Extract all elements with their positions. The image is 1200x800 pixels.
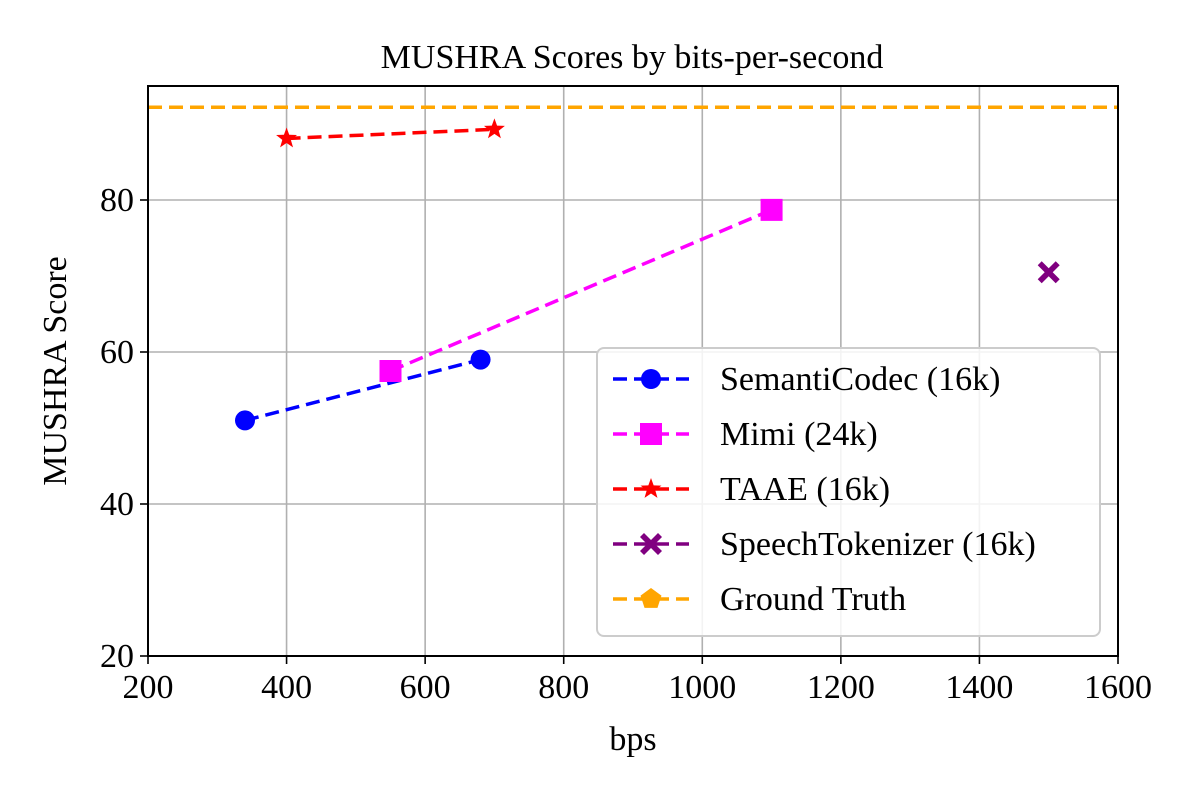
series-taae-16k xyxy=(276,118,505,148)
x-tick-label: 600 xyxy=(400,669,451,706)
y-tick-label: 40 xyxy=(100,486,134,523)
legend-marker xyxy=(640,423,662,445)
data-point xyxy=(276,127,298,148)
x-tick-label: 200 xyxy=(123,669,174,706)
legend-item: Ground Truth xyxy=(613,581,906,618)
data-point xyxy=(235,410,255,431)
data-point xyxy=(760,198,783,221)
series-mimi-24k xyxy=(379,198,783,382)
data-point xyxy=(379,360,402,382)
y-axis-title: MUSHRA Score xyxy=(37,256,74,486)
x-tick-label: 400 xyxy=(261,669,312,706)
legend-item: TAAE (16k) xyxy=(613,471,890,508)
legend-marker xyxy=(640,533,662,555)
x-axis-ticks: 200 400 600 800 1000 1200 1400 1600 xyxy=(123,656,1152,706)
legend-item: SemantiCodec (16k) xyxy=(613,361,1000,398)
x-axis-title: bps xyxy=(609,721,656,758)
x-tick-label: 1000 xyxy=(668,669,736,706)
data-point xyxy=(470,349,491,370)
legend-label: SpeechTokenizer (16k) xyxy=(720,526,1036,563)
y-tick-label: 20 xyxy=(100,638,134,675)
x-tick-label: 1400 xyxy=(945,669,1013,706)
x-tick-label: 1200 xyxy=(807,669,875,706)
series-line xyxy=(286,127,495,141)
legend-marker xyxy=(641,369,661,389)
legend-marker xyxy=(640,478,662,498)
legend-label: TAAE (16k) xyxy=(720,471,890,508)
plot-frame xyxy=(147,85,1119,657)
series-line xyxy=(389,208,773,373)
chart-title: MUSHRA Scores by bits-per-second xyxy=(381,39,884,76)
x-tick-label: 1600 xyxy=(1084,669,1152,706)
series-semanticodec-16k xyxy=(235,349,491,431)
series-speechtokenizer-16k xyxy=(1037,261,1060,284)
y-tick-label: 60 xyxy=(100,334,134,371)
legend-marker xyxy=(640,588,662,608)
plot-area xyxy=(148,105,1118,431)
legend-label: SemantiCodec (16k) xyxy=(720,361,1000,398)
legend-item: Mimi (24k) xyxy=(613,416,878,453)
x-tick-label: 800 xyxy=(538,669,589,706)
data-point xyxy=(483,118,505,139)
legend: SemantiCodec (16k) Mimi (24k) TAAE (16k) Sp… xyxy=(596,347,1101,637)
y-axis-ticks: 20 40 60 80 xyxy=(100,182,148,675)
series-line xyxy=(244,357,482,423)
legend-box xyxy=(596,347,1101,637)
data-point xyxy=(1037,261,1060,284)
legend-label: Mimi (24k) xyxy=(720,416,878,453)
y-tick-label: 80 xyxy=(100,182,134,219)
legend-item: SpeechTokenizer (16k) xyxy=(613,526,1036,563)
legend-label: Ground Truth xyxy=(720,581,906,618)
